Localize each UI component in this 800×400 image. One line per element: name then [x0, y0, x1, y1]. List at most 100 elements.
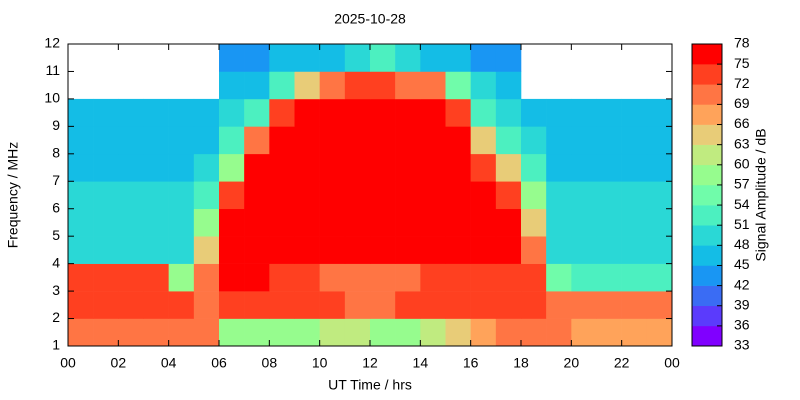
heat-cell — [521, 153, 547, 182]
heat-cell — [269, 98, 295, 127]
heat-cell — [294, 263, 320, 292]
heat-cell — [521, 126, 547, 155]
colorbar-tick-label: 66 — [734, 115, 750, 131]
heat-cell — [294, 153, 320, 182]
heat-cell — [118, 181, 144, 210]
heat-cell — [193, 318, 220, 347]
colorbar-frame — [691, 43, 723, 347]
heat-cell — [420, 263, 446, 292]
heat-cell — [521, 181, 547, 210]
heat-cell — [395, 236, 421, 264]
heat-cell — [621, 236, 648, 264]
heat-cell — [219, 291, 245, 319]
y-tick-label: 12 — [44, 35, 60, 51]
heat-cell — [269, 153, 295, 182]
heat-cell — [294, 44, 320, 72]
colorbar-tick-label: 33 — [734, 337, 750, 353]
heat-cell — [521, 98, 547, 127]
heat-cell — [596, 263, 622, 292]
heat-cell — [319, 318, 346, 347]
y-tick-label: 5 — [52, 227, 60, 243]
heat-cell — [294, 236, 320, 264]
colorbar-label: Signal Amplitude / dB — [753, 128, 769, 261]
heat-cell — [219, 318, 245, 347]
heat-cell — [118, 126, 144, 155]
heat-cell — [244, 291, 270, 319]
heat-cell — [420, 98, 446, 127]
heat-cell — [621, 126, 648, 155]
heat-cell — [596, 318, 622, 347]
heat-cell — [193, 126, 220, 155]
y-tick-label: 11 — [45, 62, 60, 78]
heat-cell — [646, 181, 673, 210]
heat-cell — [420, 208, 446, 237]
colorbar-band — [692, 245, 722, 266]
colorbar-band — [692, 225, 722, 246]
heat-cell — [93, 318, 119, 347]
heat-cell — [420, 126, 446, 155]
heat-cell — [470, 236, 497, 264]
heat-cell — [445, 208, 471, 237]
heat-cell — [219, 98, 245, 127]
heat-cell — [546, 318, 572, 347]
heat-cell — [571, 153, 597, 182]
heat-cell — [219, 71, 245, 100]
x-axis-label: UT Time / hrs — [328, 377, 412, 393]
heat-cell — [68, 98, 94, 127]
x-tick-label: 20 — [564, 355, 580, 371]
heat-cell — [420, 181, 446, 210]
heat-cell — [193, 208, 220, 237]
colorbar-band — [692, 144, 722, 166]
heat-cell — [118, 153, 144, 182]
heat-cell — [495, 153, 522, 182]
heat-cell — [193, 263, 220, 292]
heat-cell — [143, 153, 169, 182]
heat-cell — [445, 71, 471, 100]
heat-cell — [370, 153, 396, 182]
colorbar-tick-label: 57 — [734, 176, 750, 192]
heat-cell — [244, 44, 270, 72]
x-tick-label: 06 — [211, 355, 227, 371]
heat-cell — [445, 181, 471, 210]
heat-cell — [420, 71, 446, 100]
heat-cell — [168, 263, 195, 292]
heat-cell — [395, 263, 421, 292]
colorbar-tick-label: 42 — [734, 276, 750, 292]
heat-cell — [219, 126, 245, 155]
heat-cell — [244, 236, 270, 264]
heat-cell — [470, 208, 497, 237]
heat-cell — [571, 181, 597, 210]
heat-cell — [571, 291, 597, 319]
heat-cell — [319, 153, 346, 182]
heat-cell — [118, 318, 144, 347]
heat-cell — [244, 71, 270, 100]
heat-cell — [495, 236, 522, 264]
heat-cell — [269, 236, 295, 264]
heat-cell — [319, 291, 346, 319]
colorbar-tick-label: 60 — [734, 156, 750, 172]
heat-cell — [294, 208, 320, 237]
heat-cell — [470, 71, 497, 100]
heat-cell — [495, 318, 522, 347]
heat-cell — [395, 126, 421, 155]
x-tick-label: 00 — [664, 355, 680, 371]
heat-cell — [294, 71, 320, 100]
heat-cell — [571, 236, 597, 264]
heat-cell — [319, 263, 346, 292]
heat-cell — [370, 208, 396, 237]
x-tick-label: 22 — [614, 355, 630, 371]
heat-cell — [68, 236, 94, 264]
heat-cell — [445, 236, 471, 264]
heat-cell — [370, 71, 396, 100]
heat-cell — [420, 44, 446, 72]
heat-cell — [143, 236, 169, 264]
y-tick-label: 3 — [52, 282, 60, 298]
x-tick-label: 00 — [60, 355, 76, 371]
heat-cell — [546, 98, 572, 127]
colorbar-tick-label: 69 — [734, 95, 750, 111]
heat-cell — [521, 236, 547, 264]
x-tick-label: 16 — [463, 355, 479, 371]
heat-cell — [420, 236, 446, 264]
heat-cell — [445, 126, 471, 155]
heat-cell — [370, 98, 396, 127]
